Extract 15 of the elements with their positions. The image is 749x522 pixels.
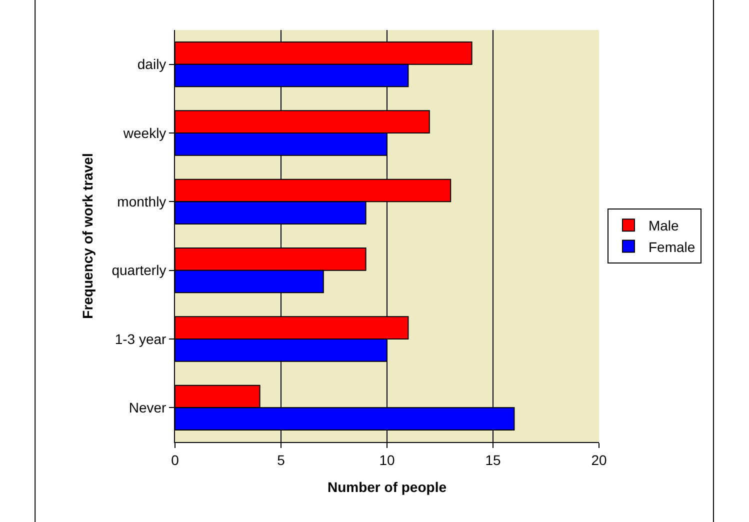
x-tick-label: 15 xyxy=(485,452,501,468)
x-axis-title: Number of people xyxy=(327,479,447,496)
legend-label: Female xyxy=(648,238,696,255)
x-tick-label: 0 xyxy=(171,452,180,468)
x-tick-label: 5 xyxy=(277,452,286,468)
legend-label: Male xyxy=(648,218,680,234)
y-tick-label: 1-3 year xyxy=(114,330,167,347)
y-tick-label: quarterly xyxy=(112,262,166,278)
y-tick-label: monthly xyxy=(117,194,166,210)
y-tick-label: Never xyxy=(128,400,167,416)
y-tick-label: daily xyxy=(137,56,166,72)
x-tick-label: 10 xyxy=(379,452,395,468)
y-tick-label: weekly xyxy=(122,124,166,141)
x-tick-label: 20 xyxy=(591,452,607,468)
y-axis-title: Frequency of work travel xyxy=(79,153,96,319)
